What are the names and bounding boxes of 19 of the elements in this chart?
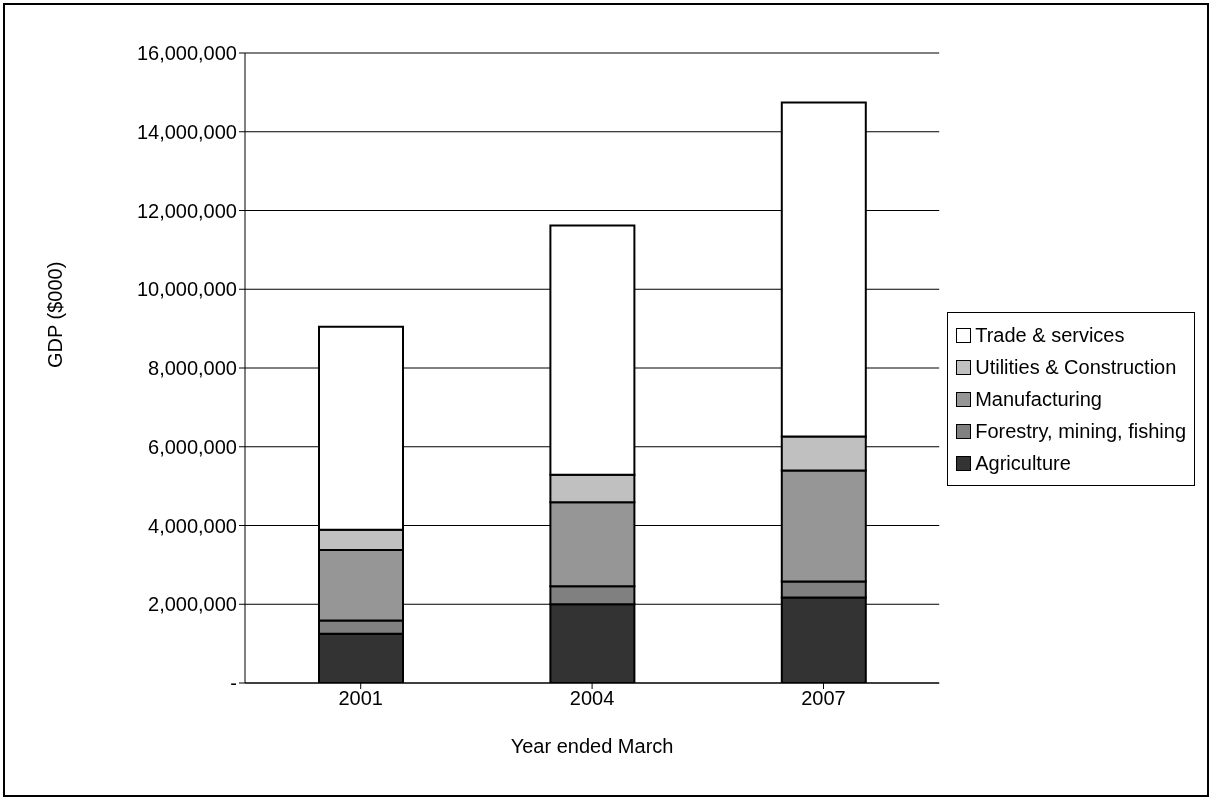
- x-axis-title: Year ended March: [510, 735, 674, 757]
- legend-label: Manufacturing: [975, 387, 1102, 411]
- y-tick-label: 12,000,000: [136, 199, 237, 222]
- x-tick-label: 2001: [338, 687, 383, 710]
- y-axis-title: GDP ($000): [44, 261, 67, 368]
- legend-label: Trade & services: [975, 323, 1125, 347]
- y-tick-label: 16,000,000: [136, 42, 237, 65]
- x-tick-label: 2007: [801, 687, 846, 710]
- y-tick-label: 4,000,000: [148, 514, 237, 537]
- y-tick-label: -: [230, 672, 237, 695]
- y-tick-label: 10,000,000: [136, 278, 237, 301]
- legend-label: Utilities & Construction: [975, 355, 1177, 379]
- x-tick-label: 2004: [569, 687, 615, 710]
- legend-label: Forestry, mining, fishing: [975, 419, 1186, 443]
- y-tick-label: 14,000,000: [136, 120, 237, 143]
- y-tick-label: 2,000,000: [148, 593, 237, 616]
- y-tick-label: 8,000,000: [148, 357, 237, 380]
- legend-label: Agriculture: [975, 451, 1071, 475]
- y-tick-label: 6,000,000: [148, 435, 237, 458]
